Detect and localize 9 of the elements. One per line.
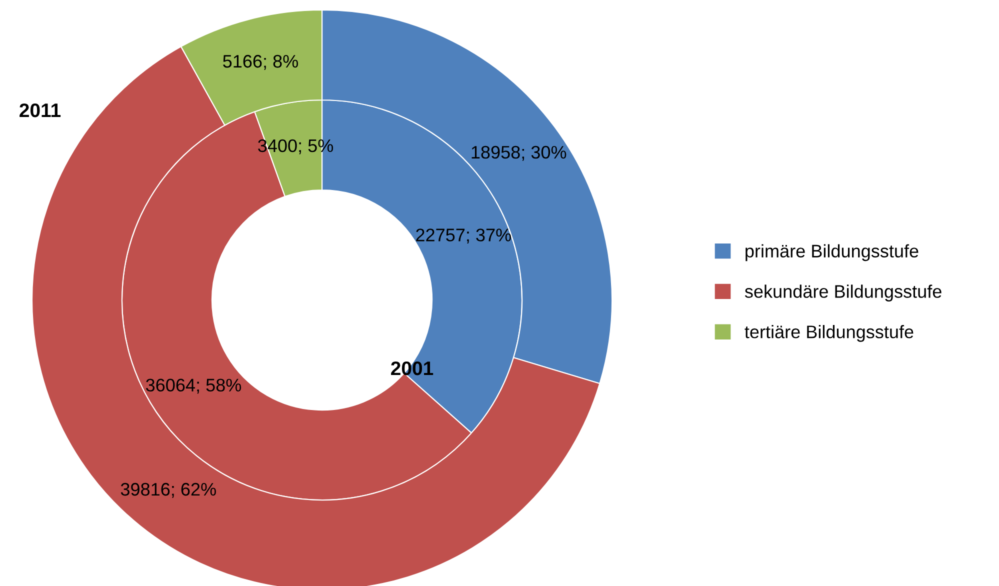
data-label: 22757; 37% — [416, 228, 511, 244]
data-label: 18958; 30% — [472, 146, 566, 161]
data-label: 39816; 62% — [120, 482, 216, 498]
legend-label: sekundäre Bildungsstufe — [744, 284, 942, 302]
data-label: 36064; 58% — [146, 378, 242, 394]
data-label: 5166; 8% — [223, 54, 298, 70]
legend-label: primäre Bildungsstufe — [746, 244, 918, 262]
legend-label: tertiäre Bildungsstufe — [744, 325, 914, 342]
slice-label: 2011 — [20, 103, 61, 118]
